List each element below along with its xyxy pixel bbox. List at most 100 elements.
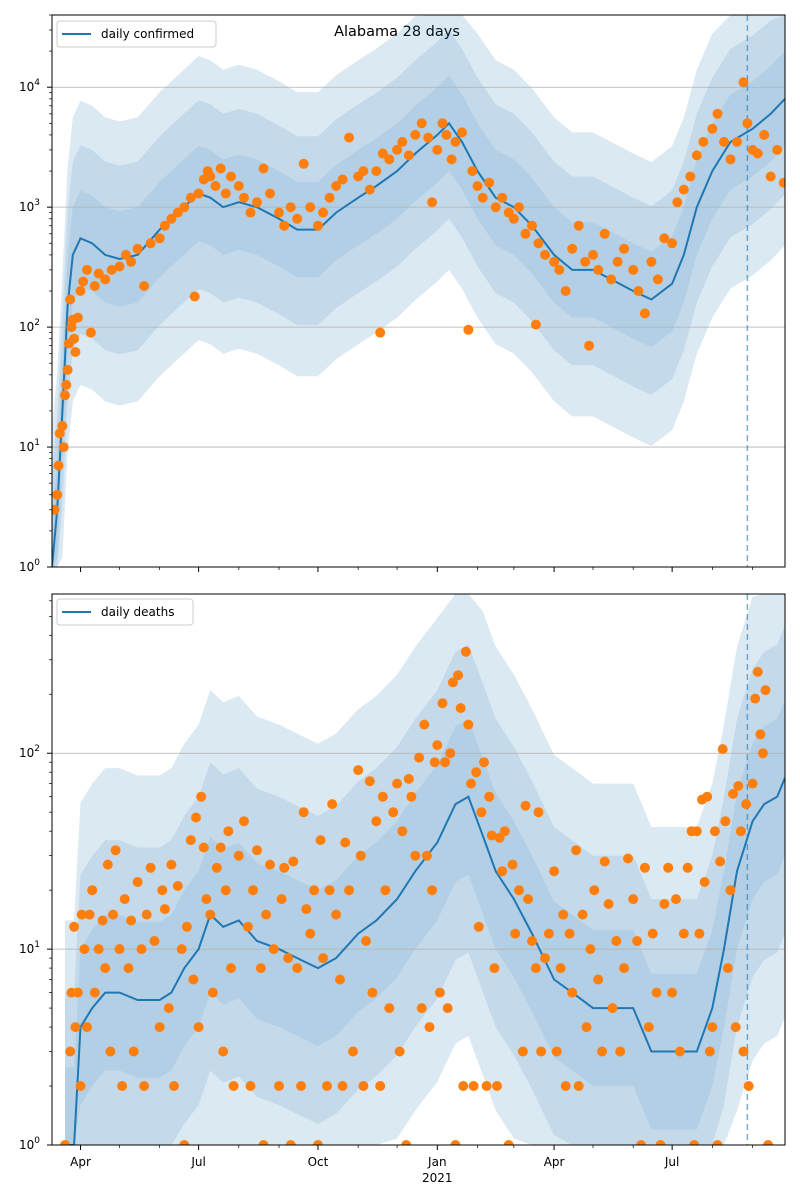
data-point	[288, 856, 299, 867]
data-point	[659, 233, 670, 244]
data-point	[585, 944, 596, 955]
data-point	[577, 909, 588, 920]
data-point	[581, 1022, 592, 1033]
data-point	[327, 799, 338, 810]
data-point	[93, 944, 104, 955]
data-point	[523, 894, 534, 905]
data-point	[533, 238, 544, 249]
data-point	[510, 928, 521, 939]
data-point	[193, 1022, 204, 1033]
data-point	[593, 974, 604, 985]
data-point	[473, 921, 484, 932]
data-point	[205, 171, 216, 182]
axes-frame	[51, 593, 786, 1146]
data-point	[132, 877, 143, 887]
data-point	[416, 1003, 427, 1014]
data-point	[778, 177, 785, 188]
confirmed-legend: daily confirmed	[56, 20, 217, 48]
data-point	[643, 1022, 654, 1033]
data-point	[265, 859, 275, 870]
data-point	[682, 862, 693, 873]
data-point	[159, 904, 170, 915]
data-point	[335, 974, 345, 985]
data-point	[671, 894, 681, 905]
data-point	[659, 899, 670, 909]
data-point	[93, 268, 104, 279]
data-point	[364, 776, 375, 787]
data-point	[401, 1140, 412, 1145]
data-point	[132, 243, 143, 254]
data-point	[527, 936, 537, 946]
data-point	[340, 837, 351, 848]
data-point	[191, 812, 201, 823]
data-point	[268, 944, 279, 955]
data-point	[589, 885, 600, 896]
data-point	[261, 909, 272, 920]
data-point	[245, 1081, 256, 1091]
data-point	[717, 744, 728, 755]
data-point	[239, 816, 249, 827]
data-point	[742, 118, 753, 129]
data-point	[252, 845, 262, 856]
data-point	[450, 1140, 461, 1145]
data-point	[196, 791, 207, 802]
data-point	[655, 1140, 666, 1145]
data-point	[728, 788, 739, 799]
data-point	[215, 163, 226, 174]
confirmed-observed-points	[52, 77, 785, 515]
y-tick-label: 101	[19, 438, 40, 454]
data-point	[344, 885, 355, 896]
uncertainty-band	[52, 51, 785, 567]
data-point	[760, 685, 771, 696]
data-point	[738, 77, 749, 88]
data-point	[62, 364, 73, 375]
data-point	[551, 1046, 562, 1057]
data-point	[76, 909, 87, 920]
data-point	[185, 192, 196, 203]
data-point	[198, 842, 209, 853]
data-point	[421, 850, 432, 861]
data-point	[606, 274, 617, 285]
data-point	[252, 197, 262, 208]
data-point	[305, 928, 316, 939]
data-point	[567, 243, 578, 254]
data-point	[279, 862, 290, 873]
data-point	[447, 677, 458, 688]
data-point	[57, 420, 68, 431]
data-point	[185, 835, 196, 846]
data-point	[530, 319, 541, 330]
data-point	[258, 1140, 269, 1145]
data-point	[89, 281, 100, 291]
data-point	[445, 748, 456, 759]
data-point	[292, 963, 303, 974]
data-point	[69, 333, 80, 344]
uncertainty-band	[65, 625, 785, 1145]
data-point	[69, 921, 80, 932]
uncertainty-band	[65, 699, 785, 1145]
data-point	[220, 188, 231, 199]
data-point	[599, 228, 610, 239]
data-point	[514, 202, 524, 213]
data-point	[702, 791, 713, 802]
data-point	[82, 264, 92, 275]
data-point	[732, 136, 742, 147]
data-point	[179, 202, 190, 213]
data-point	[757, 748, 768, 759]
data-point	[567, 987, 578, 998]
data-point	[392, 778, 403, 789]
data-point	[450, 136, 461, 147]
data-point	[674, 1046, 685, 1057]
data-point	[245, 207, 256, 218]
data-point	[560, 1081, 571, 1091]
data-point	[371, 166, 382, 177]
data-point	[239, 192, 249, 203]
data-point	[211, 862, 222, 873]
data-point	[285, 1140, 296, 1145]
data-point	[60, 390, 70, 401]
data-point	[623, 853, 633, 864]
data-point	[763, 1140, 774, 1145]
data-point	[691, 826, 702, 837]
data-point	[179, 1140, 190, 1145]
data-point	[380, 885, 391, 896]
